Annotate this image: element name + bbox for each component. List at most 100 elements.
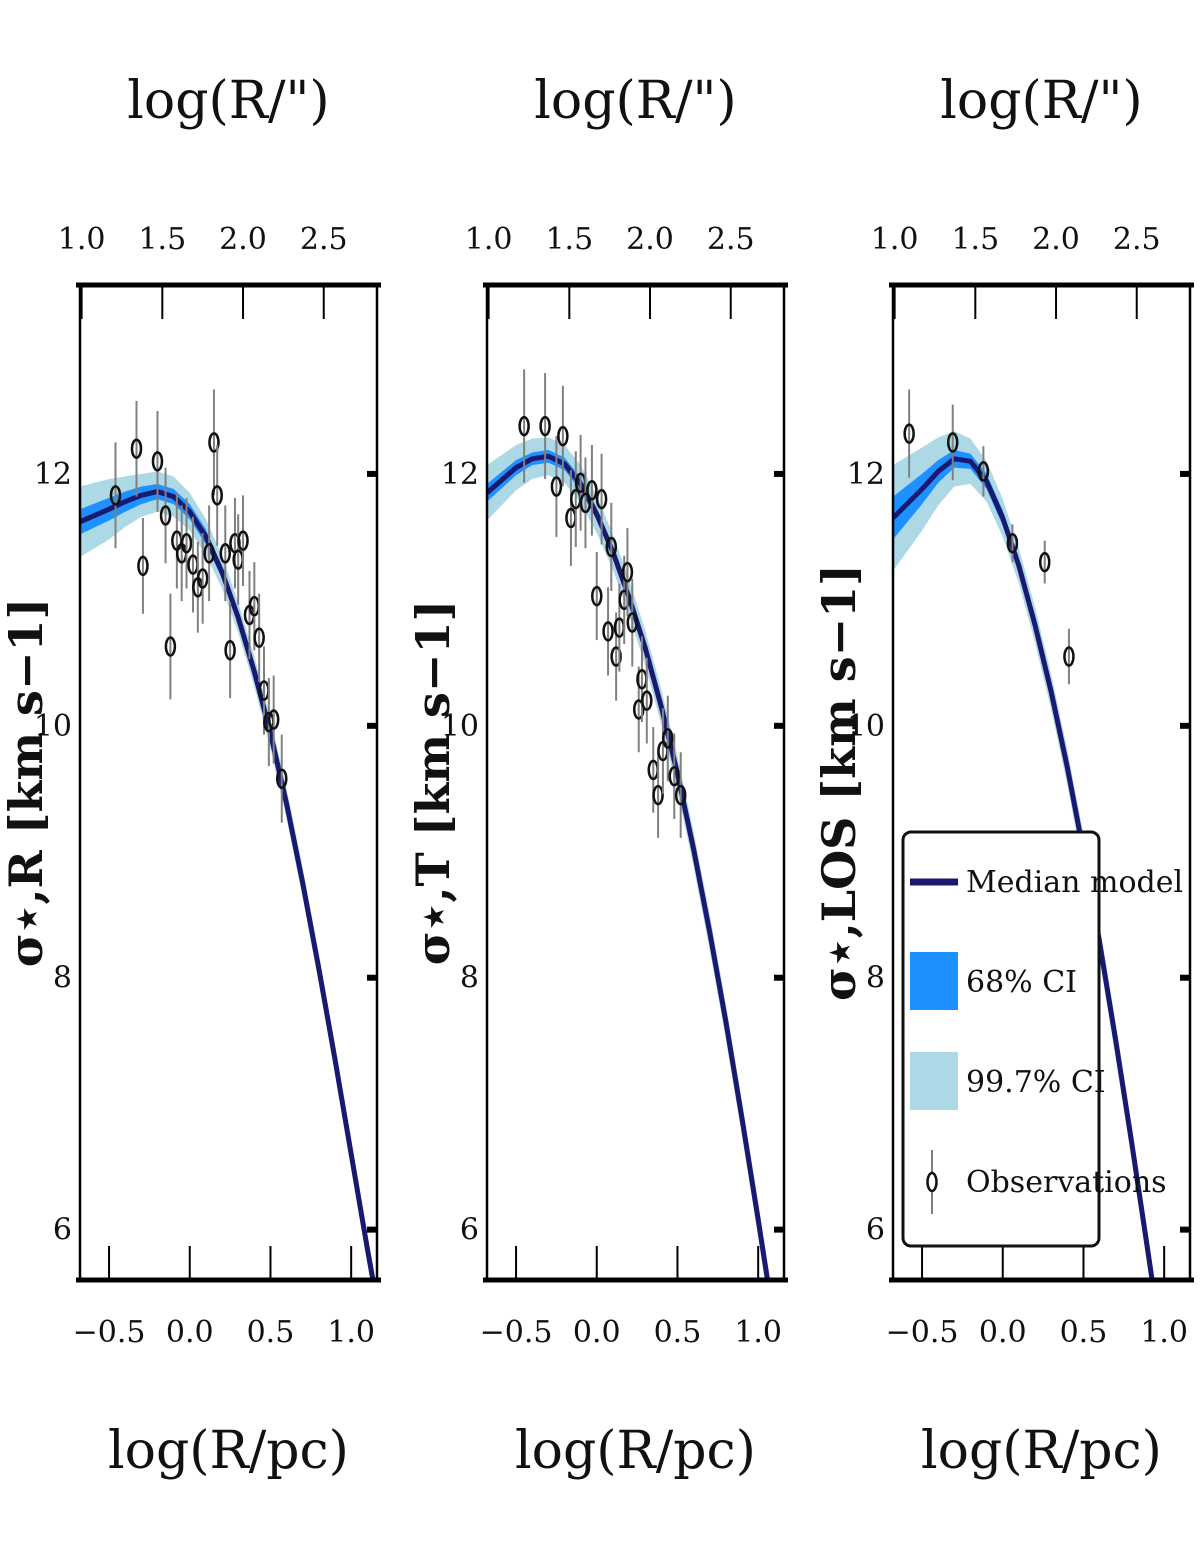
observation-point (164, 636, 177, 657)
observation-point (550, 476, 563, 497)
median-model-line (80, 489, 376, 1280)
observation-point (621, 561, 634, 583)
top-axis-title: log(R/") (127, 71, 329, 131)
legend-label-ci997: 99.7% CI (966, 1065, 1106, 1100)
observation-point (652, 784, 664, 806)
y-axis-title: σ⋆,LOS [km s−1] (812, 564, 866, 1001)
observation-point (159, 505, 172, 526)
top-axis-title: log(R/") (940, 71, 1142, 131)
top-tick-label: 1.0 (465, 222, 513, 257)
observation-point (1038, 551, 1051, 573)
x-tick-label: 0.5 (247, 1315, 295, 1350)
observation-point (267, 709, 280, 730)
median-model-line (487, 453, 771, 1280)
observation-point (977, 461, 990, 482)
observation-point (211, 485, 223, 506)
observation-point (237, 530, 249, 551)
observation-point (208, 432, 220, 453)
legend-label-median: Median model (966, 865, 1183, 900)
observation-point (1063, 646, 1075, 667)
ci997-band (80, 471, 376, 1280)
y-tick-label: 8 (866, 961, 885, 996)
x-tick-label: 0.5 (1060, 1315, 1108, 1350)
observation-point (196, 568, 209, 589)
top-tick-label: 2.0 (1032, 222, 1080, 257)
y-tick-label: 10 (34, 709, 72, 744)
panel-sigma-r: −0.5 0.0 0.5 1.0 1.0 1.5 2.0 2.5 6 8 10 12 log(R/pc… (0, 71, 381, 1481)
top-axis-title: log(R/") (534, 71, 736, 131)
x-tick-label: 0.0 (166, 1315, 214, 1350)
observation-point (151, 451, 164, 472)
y-tick-label: 6 (460, 1213, 479, 1248)
observation-point (109, 485, 122, 506)
observation-point (203, 543, 215, 564)
y-tick-label: 6 (866, 1213, 885, 1248)
observation-point (130, 438, 143, 459)
y-tick-label: 8 (460, 961, 479, 996)
x-tick-label: 1.0 (327, 1315, 375, 1350)
top-tick-label: 2.5 (707, 222, 755, 257)
observation-point (253, 627, 265, 648)
y-tick-label: 12 (441, 457, 479, 492)
observation-point (674, 784, 687, 806)
legend-label-ci68: 68% CI (966, 965, 1077, 1000)
panel-sigma-t: −0.5 0.0 0.5 1.0 1.0 1.5 2.0 2.5 6 8 10 12 log(R/pc… (406, 71, 788, 1481)
observation-point (605, 536, 618, 558)
observation-point (903, 423, 915, 444)
observation-point (641, 690, 653, 711)
median-model-line (893, 456, 1155, 1280)
panel-sigma-los: −0.5 0.0 0.5 1.0 1.0 1.5 2.0 2.5 6 8 10 12 log(R/pc… (812, 71, 1194, 1481)
legend-label-observations: Observations (966, 1165, 1167, 1200)
observation-point (276, 768, 288, 789)
x-tick-label: 1.0 (734, 1315, 782, 1350)
y-axis-title: σ⋆,T [km s−1] (406, 600, 460, 966)
observation-point (137, 555, 149, 577)
observation-point (224, 640, 236, 661)
observation-point (595, 488, 608, 510)
x-tick-label: −0.5 (886, 1315, 959, 1350)
top-tick-label: 1.5 (545, 222, 593, 257)
ci997-band (487, 437, 771, 1280)
top-tick-label: 2.5 (300, 222, 348, 257)
top-tick-label: 2.0 (219, 222, 267, 257)
observation-point (618, 589, 630, 611)
y-tick-label: 6 (53, 1213, 72, 1248)
legend-frame (901, 830, 1101, 1248)
observation-point (180, 532, 193, 554)
legend-swatch-observations (926, 1150, 938, 1214)
observation-point (518, 415, 530, 437)
observation-point (579, 492, 592, 514)
observation-point (632, 699, 645, 720)
observation-point (610, 646, 622, 667)
observation-point (626, 612, 639, 633)
ci68-band (80, 484, 375, 1280)
x-tick-label: 0.0 (573, 1315, 621, 1350)
y-tick-label: 10 (441, 709, 479, 744)
y-tick-label: 10 (847, 709, 885, 744)
top-tick-label: 2.5 (1113, 222, 1161, 257)
plot-layer (487, 369, 771, 1280)
x-tick-label: 0.0 (979, 1315, 1027, 1350)
observation-point (946, 432, 959, 453)
bottom-axis-title: log(R/pc) (108, 1421, 349, 1481)
legend-swatch-ci68 (910, 952, 958, 1010)
legend-obs-marker (926, 1171, 938, 1193)
x-tick-label: 0.5 (654, 1315, 702, 1350)
observation-point (668, 765, 680, 787)
x-tick-label: −0.5 (480, 1315, 553, 1350)
ci997-band (893, 431, 1155, 1280)
legend-swatch-ci997 (910, 1052, 958, 1110)
x-tick-label: 1.0 (1140, 1315, 1188, 1350)
plot-layer (893, 389, 1155, 1280)
ci68-band (487, 449, 769, 1280)
observation-point (539, 415, 551, 437)
observation-point (557, 425, 569, 447)
bottom-axis-title: log(R/pc) (515, 1421, 756, 1481)
axes-layer: −0.5 0.0 0.5 1.0 1.0 1.5 2.0 2.5 6 8 10 12 (441, 222, 788, 1350)
top-tick-label: 1.0 (58, 222, 106, 257)
bottom-axis-title: log(R/pc) (921, 1421, 1162, 1481)
observation-point (586, 480, 598, 501)
y-tick-label: 12 (34, 457, 72, 492)
axes-layer: −0.5 0.0 0.5 1.0 1.0 1.5 2.0 2.5 6 8 10 12 (847, 222, 1194, 1350)
